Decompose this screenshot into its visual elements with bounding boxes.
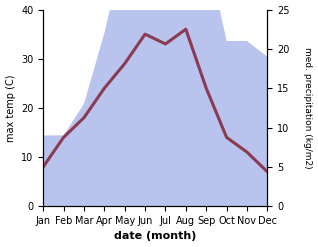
X-axis label: date (month): date (month) xyxy=(114,231,197,242)
Y-axis label: max temp (C): max temp (C) xyxy=(5,74,16,142)
Y-axis label: med. precipitation (kg/m2): med. precipitation (kg/m2) xyxy=(303,47,313,169)
